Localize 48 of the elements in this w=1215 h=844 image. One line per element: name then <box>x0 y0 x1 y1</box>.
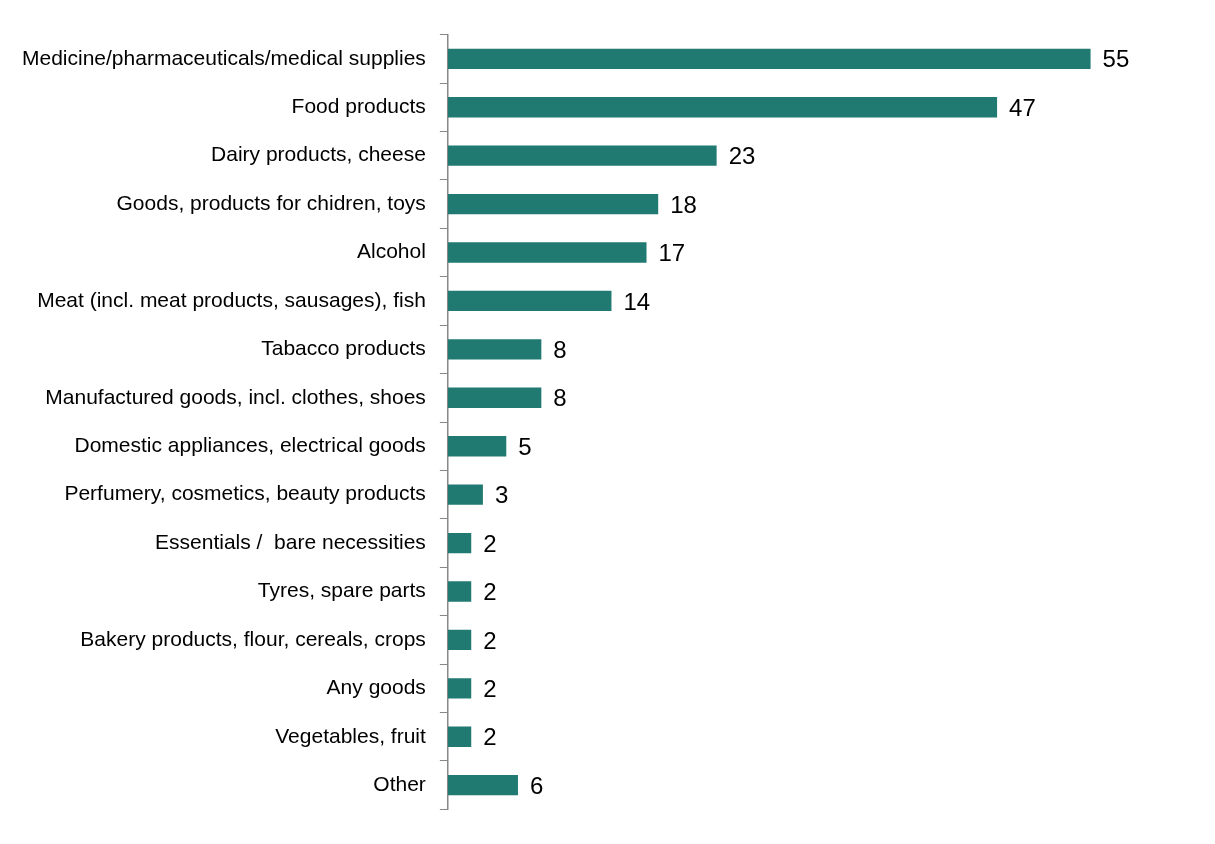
y-tick-label: Perfumery, cosmetics, beauty products <box>64 481 426 505</box>
data-label: 2 <box>483 529 497 557</box>
y-tick-label: Tabacco products <box>261 336 426 360</box>
y-tick-label: Tyres, spare parts <box>257 578 426 602</box>
bar <box>447 97 998 118</box>
bar <box>447 242 647 263</box>
data-label: 23 <box>728 142 756 170</box>
data-label: 47 <box>1009 93 1036 121</box>
bar <box>447 678 472 699</box>
y-tick-label: Any goods <box>326 675 426 699</box>
bar <box>447 726 472 747</box>
bar <box>447 436 507 457</box>
y-tick-label: Goods, products for chidren, toys <box>116 190 426 214</box>
bar <box>447 387 542 408</box>
y-tick-label: Other <box>373 771 426 795</box>
y-tick-label: Food products <box>291 94 426 118</box>
data-label: 2 <box>483 626 497 654</box>
y-tick-label: Meat (incl. meat products, sausages), fish <box>37 287 426 311</box>
data-label: 2 <box>483 723 497 751</box>
bar <box>447 484 483 505</box>
bar <box>447 290 612 312</box>
data-label: 5 <box>518 432 532 460</box>
y-tick-label: Manufactured goods, incl. clothes, shoes <box>45 384 426 408</box>
bar <box>447 532 472 554</box>
y-tick-label: Bakery products, flour, cereals, crops <box>80 626 426 650</box>
data-label: 8 <box>553 335 567 363</box>
y-tick-label: Alcohol <box>356 239 426 263</box>
y-tick-label: Vegetables, fruit <box>275 723 427 747</box>
data-label: 14 <box>623 287 651 315</box>
y-tick-label: Dairy products, cheese <box>211 142 426 166</box>
bar <box>447 193 659 215</box>
data-label: 2 <box>483 674 497 702</box>
data-label: 2 <box>483 578 497 606</box>
bar <box>447 775 518 796</box>
bar <box>447 145 717 166</box>
y-tick-label: Medicine/pharmaceuticals/medical supplies <box>21 45 426 69</box>
data-label: 17 <box>658 239 686 267</box>
bar <box>447 629 472 651</box>
data-label: 18 <box>670 190 697 218</box>
data-label: 3 <box>494 481 509 509</box>
y-tick-label: Domestic appliances, electrical goods <box>74 433 426 457</box>
data-label: 55 <box>1102 45 1130 73</box>
bar <box>447 581 472 602</box>
bar <box>447 339 542 360</box>
bar <box>447 48 1091 69</box>
y-tick-label: Essentials / bare necessities <box>155 529 426 553</box>
data-label: 6 <box>529 771 544 799</box>
data-label: 8 <box>553 384 567 412</box>
